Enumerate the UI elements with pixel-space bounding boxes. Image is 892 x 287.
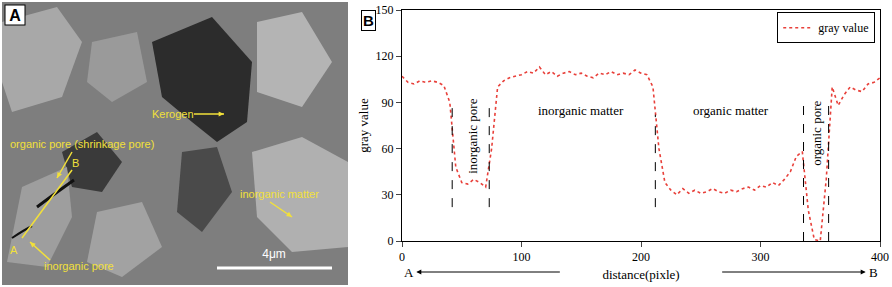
svg-text:200: 200	[632, 250, 650, 264]
svg-text:organic pore (shrinkage pore): organic pore (shrinkage pore)	[10, 138, 154, 150]
svg-text:A: A	[9, 7, 21, 24]
svg-text:Kerogen: Kerogen	[152, 108, 194, 120]
svg-text:4μm: 4μm	[262, 247, 286, 261]
svg-text:organic pore: organic pore	[809, 101, 824, 166]
svg-text:inorganic pore: inorganic pore	[465, 98, 480, 173]
svg-text:gray value: gray value	[818, 21, 868, 35]
svg-text:60: 60	[382, 142, 394, 156]
svg-text:distance(pixle): distance(pixle)	[602, 267, 679, 282]
svg-text:150: 150	[376, 3, 394, 17]
svg-text:gray value: gray value	[356, 98, 371, 153]
svg-text:300: 300	[752, 250, 770, 264]
svg-text:inorganic matter: inorganic matter	[538, 103, 624, 118]
svg-text:100: 100	[513, 250, 531, 264]
svg-text:120: 120	[376, 49, 394, 63]
svg-text:A: A	[10, 244, 18, 256]
svg-text:B: B	[869, 265, 878, 280]
svg-text:0: 0	[399, 250, 405, 264]
svg-text:90: 90	[382, 96, 394, 110]
svg-text:0: 0	[388, 234, 394, 248]
svg-text:400: 400	[871, 250, 889, 264]
svg-text:B: B	[72, 157, 79, 169]
svg-text:inorganic matter: inorganic matter	[240, 188, 319, 200]
svg-text:inorganic pore: inorganic pore	[44, 260, 114, 272]
svg-text:A: A	[404, 265, 414, 280]
svg-text:30: 30	[382, 188, 394, 202]
svg-text:organic matter: organic matter	[693, 103, 769, 118]
svg-text:B: B	[363, 12, 374, 29]
